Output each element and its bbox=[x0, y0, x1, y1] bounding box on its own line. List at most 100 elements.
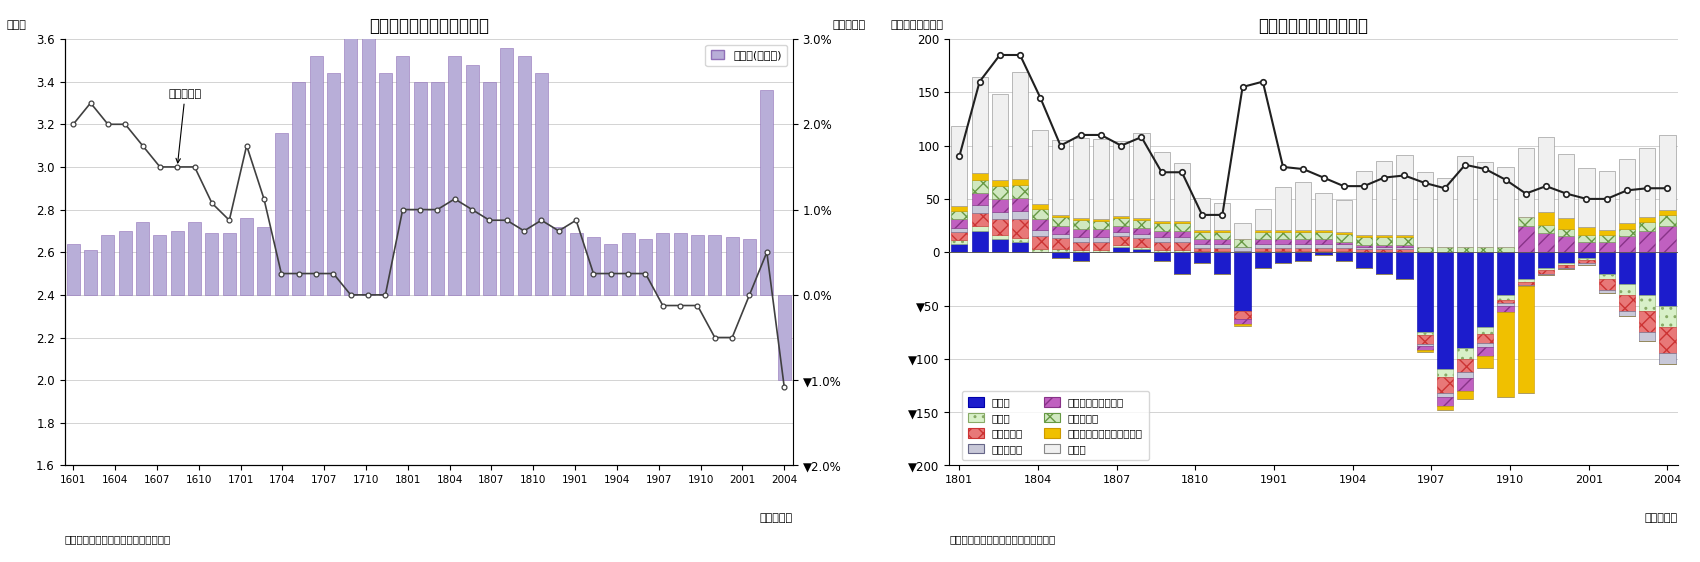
Bar bbox=[1154, 224, 1170, 231]
Bar bbox=[1214, 230, 1231, 232]
Bar bbox=[1093, 219, 1108, 221]
Bar bbox=[726, 237, 740, 295]
Bar bbox=[971, 231, 988, 252]
Bar bbox=[1114, 216, 1129, 218]
Bar bbox=[952, 228, 967, 232]
Bar bbox=[396, 56, 410, 295]
Bar bbox=[952, 211, 967, 219]
Bar bbox=[483, 81, 496, 295]
Bar bbox=[1134, 220, 1149, 228]
Bar bbox=[1255, 230, 1272, 232]
Bar bbox=[1032, 236, 1049, 249]
Bar bbox=[1173, 162, 1190, 221]
Bar bbox=[1357, 245, 1372, 247]
Bar bbox=[1114, 247, 1129, 252]
Bar bbox=[119, 231, 133, 295]
Bar bbox=[1375, 252, 1392, 274]
Bar bbox=[1477, 247, 1493, 252]
Bar bbox=[1538, 268, 1554, 270]
Bar bbox=[1416, 252, 1433, 332]
Bar bbox=[1214, 244, 1231, 248]
Bar bbox=[1639, 311, 1656, 332]
Bar bbox=[1234, 252, 1251, 311]
Bar bbox=[952, 232, 967, 241]
Bar bbox=[656, 233, 670, 295]
Bar bbox=[1659, 327, 1676, 353]
Bar bbox=[1436, 252, 1454, 369]
Bar bbox=[1498, 252, 1513, 295]
Bar bbox=[604, 244, 617, 295]
Bar bbox=[1396, 252, 1413, 279]
Bar bbox=[1559, 265, 1574, 268]
Bar bbox=[1375, 245, 1392, 247]
Bar bbox=[952, 244, 967, 252]
Bar bbox=[1012, 72, 1028, 179]
Bar bbox=[1659, 306, 1676, 327]
Legend: 製造業, 建設業, 卸売・小売, 運輸・郵便, 宿泊・飲食サービス, 医療・福祉, 生活関連サービス・娯楽業, その他: 製造業, 建設業, 卸売・小売, 運輸・郵便, 宿泊・飲食サービス, 医療・福祉… bbox=[962, 391, 1149, 460]
Bar bbox=[1396, 237, 1413, 245]
Bar bbox=[1173, 237, 1190, 242]
Bar bbox=[1618, 311, 1635, 316]
Bar bbox=[1173, 250, 1190, 252]
Bar bbox=[1052, 225, 1069, 234]
Bar bbox=[413, 81, 427, 295]
Bar bbox=[1295, 244, 1311, 248]
Bar bbox=[1659, 215, 1676, 225]
Bar bbox=[991, 186, 1008, 199]
Bar bbox=[1316, 248, 1331, 251]
Bar bbox=[1578, 168, 1595, 226]
Bar bbox=[1659, 210, 1676, 215]
Bar bbox=[1396, 249, 1413, 252]
Bar bbox=[1134, 238, 1149, 247]
Bar bbox=[1114, 236, 1129, 245]
Bar bbox=[1336, 232, 1352, 234]
Bar bbox=[1032, 209, 1049, 219]
Bar bbox=[1639, 295, 1656, 311]
Bar bbox=[1154, 252, 1170, 261]
Bar bbox=[971, 205, 988, 213]
Bar bbox=[1598, 230, 1615, 235]
Bar bbox=[500, 48, 513, 295]
Text: （資料）総務省統計局「労働力調査」: （資料）総務省統計局「労働力調査」 bbox=[949, 534, 1056, 544]
Bar bbox=[1457, 348, 1474, 359]
Bar bbox=[1316, 251, 1331, 252]
Bar bbox=[1193, 230, 1210, 232]
Bar bbox=[1073, 252, 1088, 261]
Bar bbox=[1578, 226, 1595, 235]
Bar bbox=[1578, 263, 1595, 265]
Bar bbox=[1457, 359, 1474, 371]
Bar bbox=[1316, 252, 1331, 255]
Bar bbox=[1093, 250, 1108, 252]
Bar bbox=[1559, 218, 1574, 229]
Bar bbox=[1234, 319, 1251, 324]
Bar bbox=[1375, 247, 1392, 249]
Bar bbox=[1032, 204, 1049, 209]
Bar bbox=[743, 239, 756, 295]
Bar bbox=[1436, 397, 1454, 406]
Text: 完全失業率: 完全失業率 bbox=[168, 89, 202, 163]
Bar bbox=[1316, 232, 1331, 239]
Bar bbox=[1234, 251, 1251, 252]
Bar bbox=[1416, 332, 1433, 336]
Bar bbox=[1255, 251, 1272, 252]
Bar bbox=[1477, 347, 1493, 356]
Bar bbox=[1538, 270, 1554, 274]
Bar bbox=[1154, 250, 1170, 252]
Bar bbox=[1559, 252, 1574, 263]
Bar bbox=[1396, 235, 1413, 237]
Bar bbox=[1498, 312, 1513, 397]
Bar bbox=[1498, 303, 1513, 306]
Bar bbox=[1598, 279, 1615, 289]
Bar bbox=[136, 223, 150, 295]
Bar bbox=[1416, 350, 1433, 352]
Bar bbox=[1073, 229, 1088, 237]
Bar bbox=[1618, 295, 1635, 311]
Bar bbox=[326, 73, 340, 295]
Bar bbox=[1538, 233, 1554, 252]
Bar bbox=[1457, 156, 1474, 247]
Bar bbox=[1436, 377, 1454, 393]
Bar bbox=[1275, 251, 1290, 252]
Bar bbox=[1193, 248, 1210, 251]
Bar bbox=[991, 239, 1008, 252]
Bar bbox=[1114, 245, 1129, 247]
